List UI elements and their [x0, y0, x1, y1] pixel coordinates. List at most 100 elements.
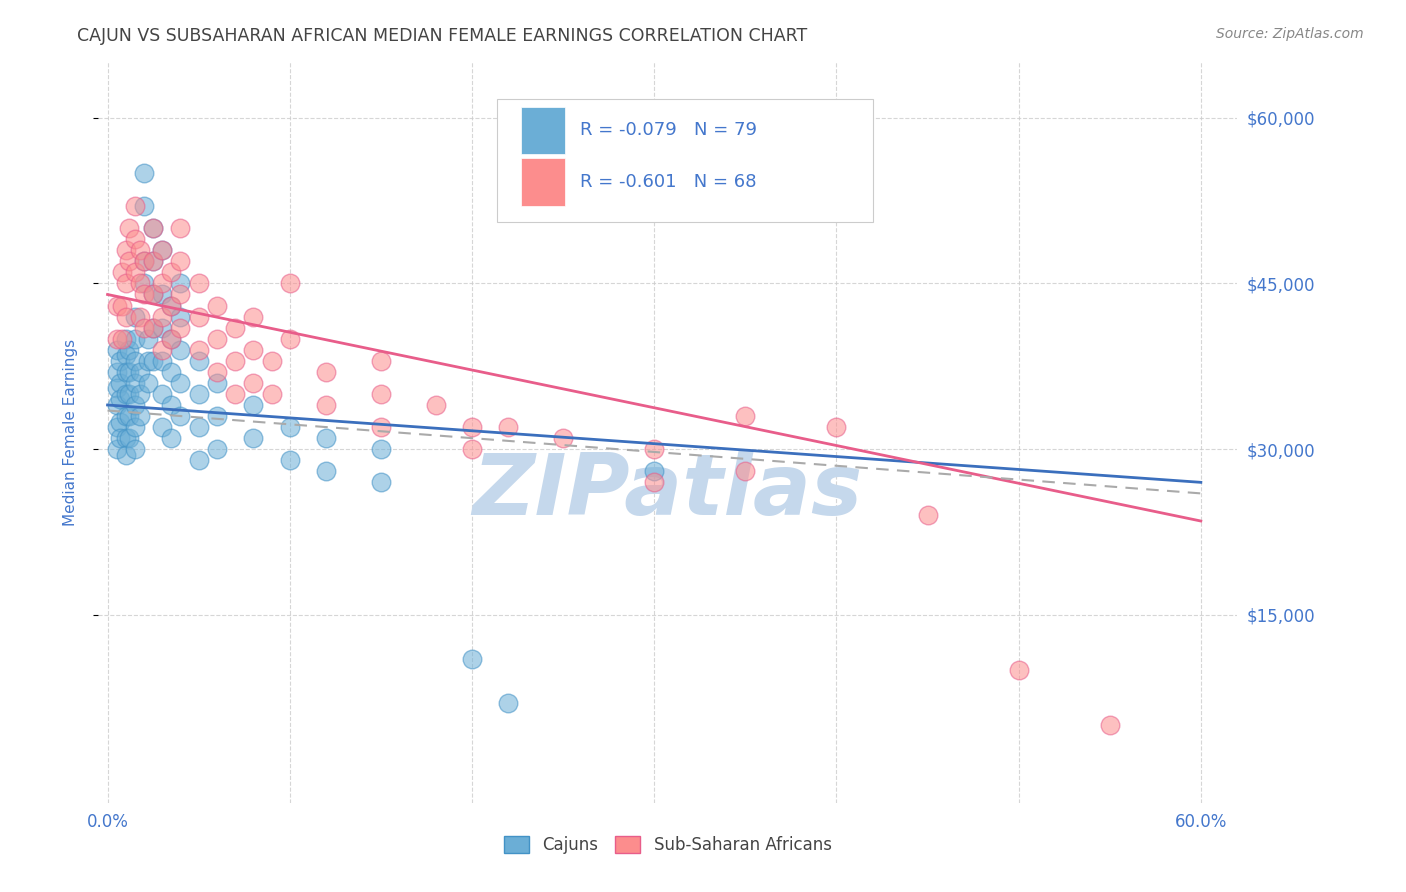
Point	[187, 353, 209, 368]
Point	[917, 508, 939, 523]
Point	[142, 353, 165, 368]
Point	[260, 353, 283, 368]
Point	[111, 332, 134, 346]
Point	[132, 320, 155, 334]
Point	[114, 365, 136, 379]
Point	[205, 442, 228, 457]
Point	[132, 254, 155, 268]
Point	[142, 320, 165, 334]
Point	[150, 277, 173, 291]
Point	[114, 387, 136, 401]
Point	[425, 398, 447, 412]
Point	[142, 287, 165, 301]
Text: R = -0.601   N = 68: R = -0.601 N = 68	[581, 173, 756, 191]
Point	[461, 420, 484, 434]
Point	[160, 332, 183, 346]
Point	[169, 343, 191, 357]
Point	[124, 310, 146, 324]
Point	[1007, 663, 1029, 677]
Point	[1098, 718, 1121, 732]
Point	[278, 332, 301, 346]
Point	[160, 299, 183, 313]
Point	[129, 310, 152, 324]
Y-axis label: Median Female Earnings: Median Female Earnings	[63, 339, 77, 526]
Point	[242, 343, 264, 357]
Point	[370, 387, 392, 401]
Point	[278, 277, 301, 291]
Point	[498, 697, 520, 711]
Text: ZIPatlas: ZIPatlas	[472, 450, 863, 533]
Point	[242, 376, 264, 390]
Point	[205, 332, 228, 346]
Point	[205, 365, 228, 379]
Point	[224, 353, 246, 368]
Legend: Cajuns, Sub-Saharan Africans: Cajuns, Sub-Saharan Africans	[498, 830, 838, 861]
Point	[169, 409, 191, 423]
Point	[169, 310, 191, 324]
Point	[643, 464, 665, 478]
Point	[124, 442, 146, 457]
Point	[169, 376, 191, 390]
Point	[825, 420, 848, 434]
Point	[132, 277, 155, 291]
Point	[150, 387, 173, 401]
Point	[160, 431, 183, 445]
Point	[169, 254, 191, 268]
Point	[150, 353, 173, 368]
Point	[111, 265, 134, 279]
Point	[105, 442, 128, 457]
Point	[129, 387, 152, 401]
Point	[129, 244, 152, 258]
Point	[734, 409, 756, 423]
Point	[187, 387, 209, 401]
Point	[124, 398, 146, 412]
Point	[105, 398, 128, 412]
Point	[124, 232, 146, 246]
Point	[124, 332, 146, 346]
Point	[734, 464, 756, 478]
Point	[461, 652, 484, 666]
Point	[205, 299, 228, 313]
Point	[187, 310, 209, 324]
Point	[169, 320, 191, 334]
Point	[169, 287, 191, 301]
Point	[150, 320, 173, 334]
Point	[136, 332, 159, 346]
Point	[278, 420, 301, 434]
Point	[187, 277, 209, 291]
Point	[118, 221, 141, 235]
Point	[105, 299, 128, 313]
Point	[118, 387, 141, 401]
Point	[187, 343, 209, 357]
Point	[160, 332, 183, 346]
Point	[114, 409, 136, 423]
Point	[461, 442, 484, 457]
Point	[114, 310, 136, 324]
Point	[205, 409, 228, 423]
Point	[643, 442, 665, 457]
Point	[150, 244, 173, 258]
Point	[315, 431, 337, 445]
Point	[370, 420, 392, 434]
Point	[169, 277, 191, 291]
Point	[160, 398, 183, 412]
Point	[114, 431, 136, 445]
FancyBboxPatch shape	[522, 158, 565, 206]
Point	[105, 420, 128, 434]
Point	[114, 332, 136, 346]
Point	[224, 387, 246, 401]
Point	[118, 365, 141, 379]
Point	[315, 464, 337, 478]
Point	[136, 353, 159, 368]
Point	[110, 376, 132, 390]
Point	[132, 199, 155, 213]
Point	[129, 409, 152, 423]
Point	[105, 365, 128, 379]
Point	[242, 431, 264, 445]
Point	[142, 320, 165, 334]
Point	[129, 365, 152, 379]
Point	[114, 277, 136, 291]
Point	[124, 420, 146, 434]
Point	[110, 353, 132, 368]
Point	[124, 376, 146, 390]
